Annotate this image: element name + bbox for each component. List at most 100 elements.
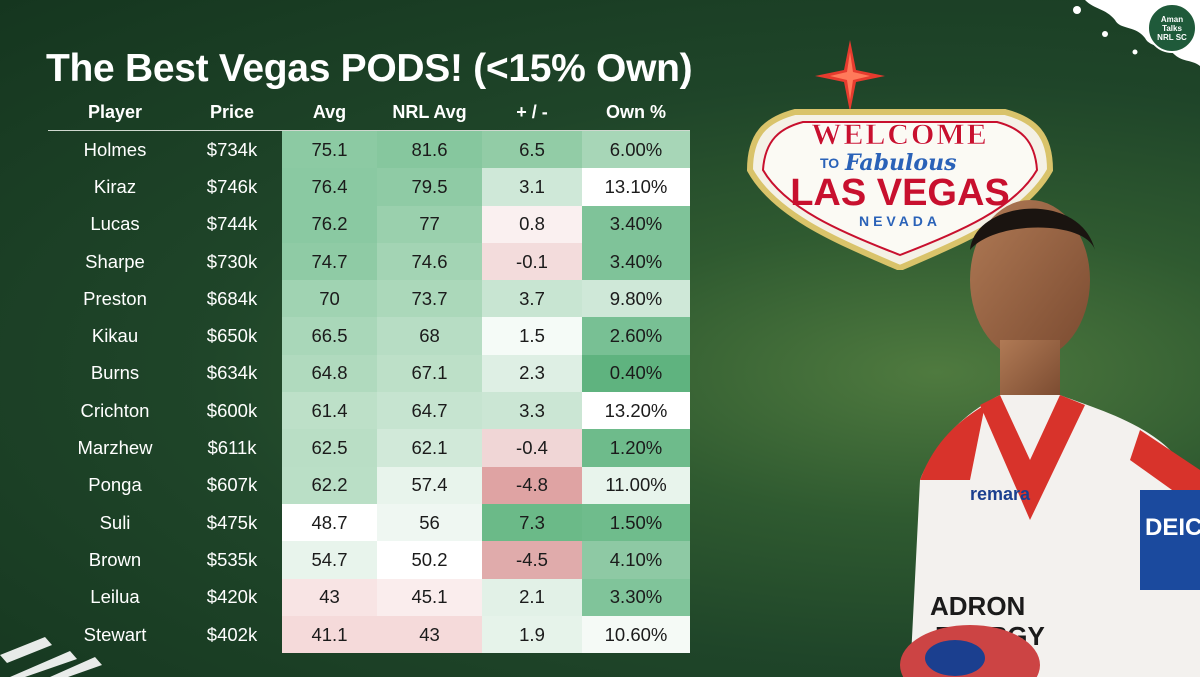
cell-avg: 64.8	[282, 354, 377, 393]
cell-price: $744k	[206, 213, 258, 235]
table-row: Holmes $734k 75.1 81.6 6.5 6.00%	[48, 131, 690, 169]
cell-own: 6.00%	[582, 131, 690, 169]
table-row: Kiraz $746k 76.4 79.5 3.1 13.10%	[48, 168, 690, 206]
table-row: Suli $475k 48.7 56 7.3 1.50%	[48, 503, 690, 542]
cell-price: $607k	[206, 474, 258, 496]
cell-own: 10.60%	[582, 615, 690, 654]
decorative-stripes	[0, 637, 102, 677]
jersey-side-sponsor: DEIC	[1145, 514, 1200, 541]
cell-avg: 41.1	[282, 615, 377, 654]
sign-las-vegas: LAS VEGAS	[790, 172, 1010, 214]
cell-own: 3.40%	[582, 205, 690, 243]
cell-nrl-avg: 45.1	[377, 578, 482, 616]
table-row: Kikau $650k 66.5 68 1.5 2.60%	[48, 317, 690, 355]
cell-player: Burns	[90, 362, 140, 384]
cell-nrl-avg: 56	[377, 503, 482, 542]
sign-nevada: NEVADA	[859, 213, 941, 229]
cell-own: 9.80%	[582, 280, 690, 318]
cell-nrl-avg: 79.5	[377, 168, 482, 206]
cell-player: Holmes	[83, 138, 147, 160]
cell-price: $746k	[206, 175, 258, 197]
header-own: Own %	[605, 101, 666, 122]
cell-nrl-avg: 73.7	[377, 280, 482, 318]
cell-price: $402k	[206, 623, 258, 645]
logo-line1: Aman	[1160, 14, 1184, 24]
cell-price: $650k	[206, 325, 258, 347]
cell-avg: 74.7	[282, 242, 377, 281]
cell-price: $730k	[206, 250, 258, 272]
cell-diff: 6.5	[482, 131, 582, 169]
cell-avg: 76.4	[282, 168, 377, 206]
cell-price: $475k	[206, 511, 258, 533]
cell-diff: 7.3	[482, 503, 582, 542]
las-vegas-sign: WELCOME TO Fabulous LAS VEGAS NEVADA	[746, 40, 1054, 270]
cell-player: Stewart	[83, 623, 147, 645]
cell-own: 11.00%	[582, 466, 690, 504]
cell-nrl-avg: 74.6	[377, 242, 482, 281]
cell-own: 2.60%	[582, 317, 690, 355]
table-body: Holmes $734k 75.1 81.6 6.5 6.00% Kiraz $746k 76.…	[48, 131, 690, 654]
cell-player: Suli	[99, 511, 131, 533]
page-title: The Best Vegas PODS! (<15% Own)	[46, 47, 693, 90]
cell-price: $611k	[207, 437, 257, 459]
cell-price: $420k	[206, 586, 258, 608]
cell-diff: 1.9	[482, 615, 582, 654]
cell-avg: 76.2	[282, 205, 377, 243]
logo-line3: NRL SC	[1157, 32, 1187, 42]
logo-line2: Talks	[1162, 23, 1182, 33]
cell-nrl-avg: 77	[377, 205, 482, 243]
cell-price: $684k	[206, 287, 258, 309]
header-diff: + / -	[516, 101, 548, 122]
table-row: Burns $634k 64.8 67.1 2.3 0.40%	[48, 354, 690, 393]
cell-diff: 0.8	[482, 205, 582, 243]
cell-player: Brown	[88, 548, 142, 570]
cell-avg: 62.5	[282, 429, 377, 467]
jersey-sponsor-line1: ADRON	[930, 591, 1025, 621]
cell-diff: 2.1	[482, 578, 582, 616]
table-row: Stewart $402k 41.1 43 1.9 10.60%	[48, 615, 690, 654]
header-nrl-avg: NRL Avg	[392, 101, 467, 122]
cell-diff: 3.7	[482, 280, 582, 318]
cell-avg: 75.1	[282, 131, 377, 169]
cell-own: 4.10%	[582, 541, 690, 579]
channel-logo: Aman Talks NRL SC	[1147, 3, 1197, 53]
cell-diff: -0.1	[482, 242, 582, 281]
cell-nrl-avg: 64.7	[377, 392, 482, 430]
cell-avg: 70	[282, 280, 377, 318]
cell-nrl-avg: 50.2	[377, 541, 482, 579]
pods-table: Player Price Avg NRL Avg + / - Own % Hol…	[48, 94, 690, 654]
cell-own: 1.20%	[582, 429, 690, 467]
table-row: Crichton $600k 61.4 64.7 3.3 13.20%	[48, 392, 690, 430]
cell-player: Lucas	[90, 213, 140, 235]
cell-own: 13.20%	[582, 392, 690, 430]
cell-nrl-avg: 62.1	[377, 429, 482, 467]
jersey-brand: remara	[970, 484, 1031, 504]
cell-price: $535k	[206, 548, 258, 570]
cell-diff: 1.5	[482, 317, 582, 355]
table-row: Preston $684k 70 73.7 3.7 9.80%	[48, 280, 690, 318]
cell-avg: 43	[282, 578, 377, 616]
cell-player: Leilua	[90, 586, 140, 608]
cell-avg: 48.7	[282, 503, 377, 542]
cell-nrl-avg: 81.6	[377, 131, 482, 169]
cell-player: Preston	[83, 287, 147, 309]
cell-own: 0.40%	[582, 354, 690, 393]
cell-diff: 3.1	[482, 168, 582, 206]
cell-avg: 66.5	[282, 317, 377, 355]
header-player: Player	[87, 101, 143, 122]
table-row: Ponga $607k 62.2 57.4 -4.8 11.00%	[48, 466, 690, 504]
cell-diff: -0.4	[482, 429, 582, 467]
player-photo: remara ADRON ENERGY DEIC	[900, 200, 1200, 677]
cell-own: 3.30%	[582, 578, 690, 616]
cell-diff: -4.8	[482, 466, 582, 504]
cell-nrl-avg: 68	[377, 317, 482, 355]
cell-avg: 61.4	[282, 392, 377, 430]
table-row: Leilua $420k 43 45.1 2.1 3.30%	[48, 578, 690, 616]
cell-avg: 54.7	[282, 541, 377, 579]
sign-star	[815, 40, 885, 112]
sign-to: TO	[820, 155, 839, 171]
cell-nrl-avg: 67.1	[377, 354, 482, 393]
cell-price: $634k	[206, 362, 258, 384]
sign-fabulous: Fabulous	[844, 150, 956, 176]
cell-player: Sharpe	[85, 250, 145, 272]
